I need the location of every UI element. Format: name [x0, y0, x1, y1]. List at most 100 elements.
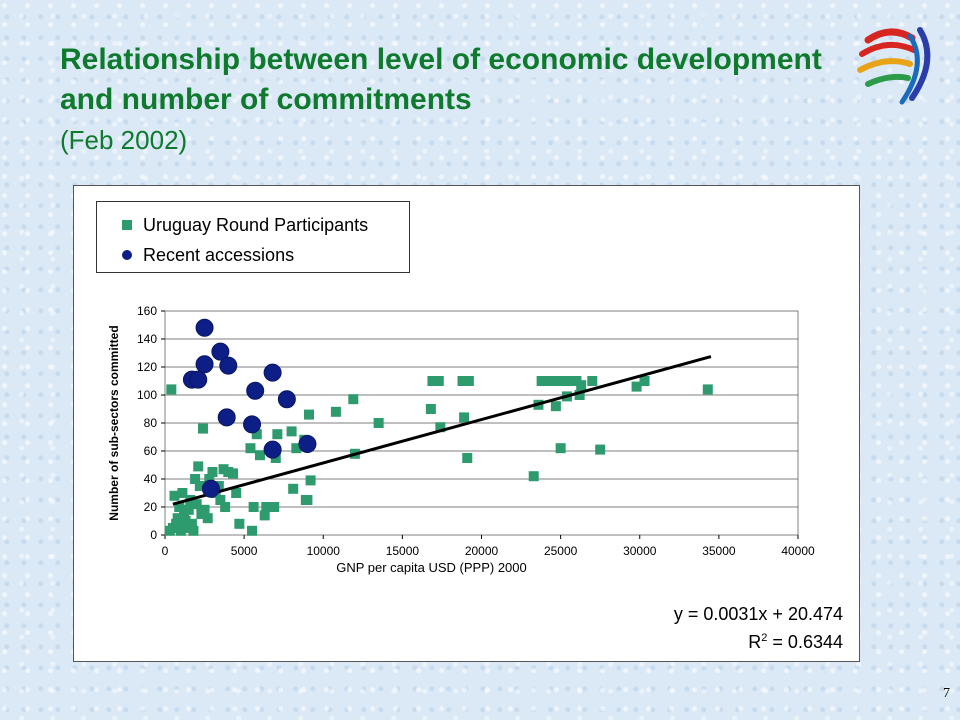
circle-marker-icon: [122, 250, 132, 260]
ur-point: [435, 422, 446, 433]
ur-point: [197, 423, 208, 434]
ur-point: [373, 418, 384, 428]
ur-point: [172, 513, 183, 524]
ur-point: [558, 376, 569, 386]
wto-logo-icon: [857, 27, 931, 105]
ur-point: [305, 475, 316, 486]
accession-point: [277, 390, 296, 409]
ur-point: [549, 376, 560, 386]
ur-point: [269, 502, 280, 512]
legend-item-accessions: Recent accessions: [121, 243, 294, 267]
ur-point: [550, 401, 561, 412]
ur-point: [259, 510, 270, 521]
y-tick-label: 80: [144, 416, 158, 430]
accession-point: [219, 356, 238, 375]
x-tick-label: 40000: [781, 544, 815, 558]
ur-point: [220, 502, 231, 512]
accession-point: [201, 479, 220, 498]
ur-point: [245, 443, 256, 454]
ur-point: [166, 384, 177, 395]
ur-point: [254, 450, 265, 461]
y-tick-label: 0: [150, 528, 157, 542]
ur-point: [215, 495, 226, 505]
ur-point: [174, 502, 185, 512]
ur-point: [183, 504, 194, 515]
ur-point: [425, 404, 436, 414]
ur-point: [302, 495, 313, 505]
ur-point: [528, 471, 539, 482]
ur-point: [639, 376, 650, 386]
x-tick-label: 25000: [544, 544, 578, 558]
y-tick-label: 20: [144, 500, 158, 514]
legend-label-accessions: Recent accessions: [143, 244, 295, 265]
accession-point: [298, 435, 317, 453]
ur-point: [169, 490, 180, 501]
ur-point: [427, 376, 438, 386]
accession-point: [189, 370, 208, 389]
ur-point: [194, 481, 205, 491]
ur-point: [193, 461, 204, 472]
ur-point: [177, 488, 188, 498]
ur-point: [248, 502, 259, 512]
ur-point: [536, 376, 547, 386]
ur-point: [180, 516, 191, 526]
ur-point: [261, 502, 272, 512]
ur-point: [175, 525, 186, 536]
legend-label-ur: Uruguay Round Participants: [143, 214, 369, 235]
ur-point: [247, 525, 258, 536]
ur-point: [574, 390, 585, 400]
ur-point: [459, 412, 470, 423]
ur-point: [286, 426, 297, 437]
ur-point: [228, 468, 239, 479]
scatter-chart: 0 20 40 60 80 100 120 140 160 0 5000 10000 15000 2000…: [107, 304, 815, 575]
trendline: [172, 355, 712, 506]
ur-point: [288, 483, 299, 494]
x-tick-label: 30000: [623, 544, 657, 558]
ur-point: [542, 376, 553, 386]
accession-point: [263, 363, 282, 382]
accession-point: [263, 440, 282, 459]
ur-point: [231, 488, 242, 498]
ur-point: [199, 504, 210, 515]
accession-point: [246, 381, 265, 400]
ur-point: [595, 444, 606, 455]
ur-point: [204, 474, 215, 484]
x-tick-label: 15000: [386, 544, 420, 558]
legend-item-ur: Uruguay Round Participants: [121, 213, 368, 237]
ur-point: [188, 525, 199, 536]
slide-title: Relationship between level of economic d…: [60, 40, 840, 160]
ur-point: [555, 443, 566, 454]
square-marker-icon: [122, 220, 132, 230]
ur-point: [171, 518, 182, 529]
ur-point: [304, 409, 315, 420]
ur-point: [463, 376, 474, 386]
ur-point: [186, 518, 197, 529]
trendline-r2: R2 = 0.6344: [748, 632, 843, 652]
y-tick-label: 100: [137, 388, 157, 402]
title-text: Relationship between level of economic d…: [60, 43, 822, 116]
chart-panel: 0 20 40 60 80 100 120 140 160 0 5000 10000 15000 2000…: [73, 185, 860, 662]
ur-point: [190, 474, 201, 484]
accession-point: [211, 342, 230, 361]
accession-point: [195, 355, 214, 374]
ur-point: [207, 467, 218, 477]
ur-point: [291, 443, 302, 454]
ur-point: [457, 376, 468, 386]
ur-point: [191, 499, 202, 510]
y-tick-label: 60: [144, 444, 158, 458]
ur-point: [272, 429, 283, 440]
x-tick-label: 5000: [231, 544, 258, 558]
ur-point: [702, 384, 713, 395]
ur-point: [587, 376, 598, 386]
chart-legend: Uruguay Round Participants Recent access…: [96, 201, 410, 273]
y-tick-label: 120: [137, 360, 157, 374]
x-tick-label: 10000: [307, 544, 341, 558]
ur-point: [251, 429, 262, 440]
y-tick-label: 40: [144, 472, 158, 486]
ur-point: [462, 453, 473, 463]
page-number: 7: [943, 686, 950, 701]
y-axis-title: Number of sub-sectors committed: [107, 325, 121, 520]
ur-point: [348, 394, 359, 405]
x-tick-label: 0: [162, 544, 169, 558]
y-tick-label: 140: [137, 332, 157, 346]
